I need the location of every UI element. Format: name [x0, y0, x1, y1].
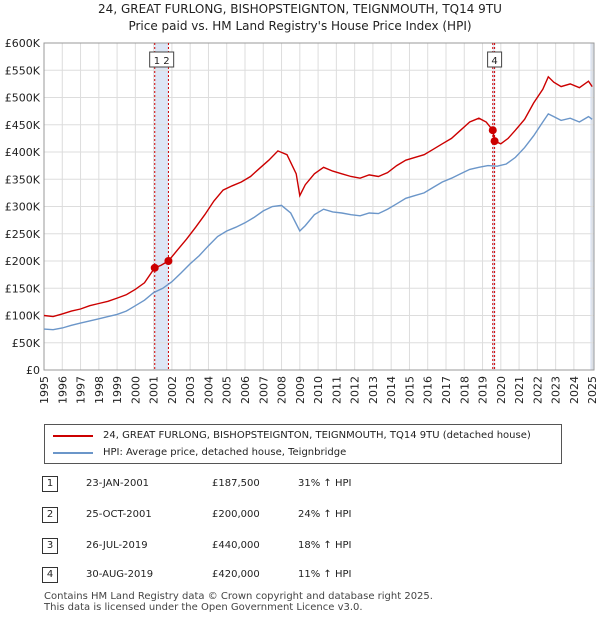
y-tick-label: £550K — [5, 64, 41, 77]
transaction-number: 1 — [42, 476, 58, 492]
x-tick-label: 2023 — [550, 376, 563, 404]
x-tick-label: 2012 — [349, 376, 362, 404]
transaction-hpi: 31% ↑ HPI — [298, 478, 352, 489]
x-tick-label: 2021 — [513, 376, 526, 404]
legend-blue-line — [53, 451, 93, 454]
x-tick-label: 2004 — [202, 376, 215, 404]
y-tick-label: £400K — [5, 146, 41, 159]
x-tick-label: 2002 — [166, 376, 179, 404]
property-series-line — [43, 75, 593, 318]
x-tick-label: 2005 — [221, 376, 234, 404]
price-chart: £0 £50K £100K £150K £200K £250K £300K £350K £400… — [5, 37, 599, 404]
legend-property-label: 24, GREAT FURLONG, BISHOPSTEIGNTON, TEIG… — [103, 430, 531, 441]
y-tick-label: £200K — [5, 255, 41, 268]
chart-title-line2: Price paid vs. HM Land Registry's House … — [128, 19, 472, 33]
sale-marker-box — [149, 51, 175, 68]
x-tick-label: 1998 — [93, 376, 106, 404]
legend-entry-hpi: HPI: Average price, detached house, Teig… — [53, 447, 346, 458]
x-tick-label: 2011 — [330, 376, 343, 404]
x-tick-label: 2014 — [385, 376, 398, 404]
y-tick-label: £150K — [5, 282, 41, 295]
transaction-number: 4 — [42, 567, 58, 583]
y-tick-label: £600K — [5, 37, 41, 50]
x-tick-label: 2015 — [403, 376, 416, 404]
y-tick-label: £250K — [5, 228, 41, 241]
legend-entry-property: 24, GREAT FURLONG, BISHOPSTEIGNTON, TEIG… — [53, 430, 531, 441]
x-tick-label: 2018 — [458, 376, 471, 404]
y-tick-label: £100K — [5, 310, 41, 323]
sale-point — [164, 257, 173, 265]
transaction-date: 23-JAN-2001 — [86, 478, 150, 489]
transaction-row: 3 26-JUL-2019 £440,000 18% ↑ HPI — [42, 538, 582, 558]
transaction-row: 1 23-JAN-2001 £187,500 31% ↑ HPI — [42, 476, 582, 496]
sale-marker-label: 4 — [491, 56, 497, 67]
x-tick-label: 1995 — [38, 376, 51, 404]
legend-hpi-label: HPI: Average price, detached house, Teig… — [103, 447, 347, 458]
transaction-price: £187,500 — [212, 478, 260, 489]
y-tick-label: £350K — [5, 173, 41, 186]
x-tick-label: 2019 — [477, 376, 490, 404]
x-tick-label: 2000 — [129, 376, 142, 404]
x-tick-label: 1996 — [56, 376, 69, 404]
y-tick-label: £450K — [5, 119, 41, 132]
transaction-price: £200,000 — [212, 509, 260, 520]
x-tick-label: 2013 — [367, 376, 380, 404]
legend-red-line — [53, 434, 93, 437]
footer-copyright: Contains HM Land Registry data © Crown c… — [44, 591, 433, 602]
x-tick-label: 2006 — [239, 376, 252, 404]
transaction-hpi: 18% ↑ HPI — [298, 540, 352, 551]
x-tick-label: 1997 — [75, 376, 88, 404]
transaction-number: 3 — [42, 538, 58, 554]
transaction-hpi: 11% ↑ HPI — [298, 569, 352, 580]
plot-border — [43, 42, 595, 371]
hpi-series-line — [43, 113, 593, 331]
x-tick-label: 2017 — [440, 376, 453, 404]
x-tick-label: 2022 — [531, 376, 544, 404]
sale-marker-label: 1 2 — [154, 56, 170, 67]
x-tick-label: 2001 — [148, 376, 161, 404]
sale-point — [490, 137, 499, 146]
y-tick-label: £50K — [12, 337, 41, 350]
sale-marker-box — [487, 51, 503, 68]
transaction-date: 25-OCT-2001 — [86, 509, 152, 520]
x-tick-label: 2008 — [276, 376, 289, 404]
chart-title-line1: 24, GREAT FURLONG, BISHOPSTEIGNTON, TEIG… — [98, 2, 502, 16]
transaction-row: 2 25-OCT-2001 £200,000 24% ↑ HPI — [42, 507, 582, 527]
transaction-hpi: 24% ↑ HPI — [298, 509, 352, 520]
legend: 24, GREAT FURLONG, BISHOPSTEIGNTON, TEIG… — [44, 424, 562, 464]
transaction-row: 4 30-AUG-2019 £420,000 11% ↑ HPI — [42, 567, 582, 587]
x-tick-label: 2025 — [586, 376, 599, 404]
x-tick-label: 1999 — [111, 376, 124, 404]
y-tick-label: £300K — [5, 201, 41, 214]
x-tick-label: 2020 — [495, 376, 508, 404]
transaction-price: £440,000 — [212, 540, 260, 551]
x-tick-label: 2010 — [312, 376, 325, 404]
footer-licence: This data is licensed under the Open Gov… — [44, 602, 363, 613]
sale-point — [150, 263, 159, 272]
x-tick-label: 2024 — [568, 376, 581, 404]
transaction-date: 26-JUL-2019 — [86, 540, 148, 551]
transaction-number: 2 — [42, 507, 58, 523]
x-tick-label: 2016 — [422, 376, 435, 404]
x-tick-label: 2007 — [257, 376, 270, 404]
y-tick-label: £500K — [5, 92, 41, 105]
transaction-date: 30-AUG-2019 — [86, 569, 154, 580]
y-tick-label: £0 — [26, 364, 40, 377]
sale-point — [488, 126, 497, 135]
x-tick-label: 2009 — [294, 376, 307, 404]
transaction-price: £420,000 — [212, 569, 260, 580]
x-tick-label: 2003 — [184, 376, 197, 404]
